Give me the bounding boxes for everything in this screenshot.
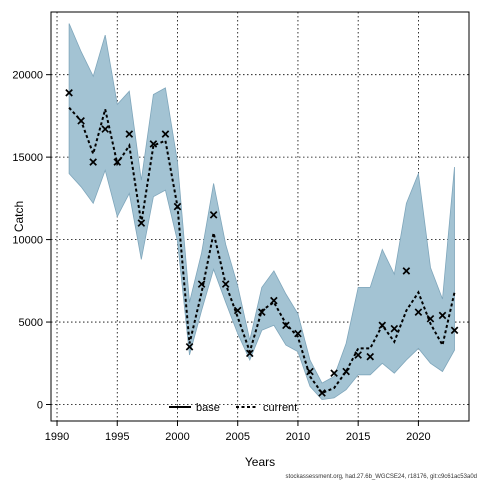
observed-point-stroke [426,314,435,323]
legend-item-current: current [236,402,297,414]
observed-point [438,311,447,320]
observed-point [125,130,134,138]
observed-point-stroke [101,125,110,133]
observed-point-stroke [149,140,158,148]
observed-point-stroke [209,211,218,219]
observed-point-stroke [137,219,146,227]
legend-item-base: base [169,402,220,414]
observed-point [77,117,85,125]
observed-point [65,89,73,97]
x-tick-label: 1990 [45,431,69,443]
y-tick-label: 5000 [19,317,43,329]
legend-label-base: base [196,402,220,414]
y-tick-label: 15000 [12,152,43,164]
observed-point [233,306,242,315]
legend-label-current: current [263,402,297,414]
observed-point-stroke [414,308,423,316]
observed-point-stroke [390,324,399,333]
y-tick-label: 0 [37,400,43,412]
observed-point [450,326,459,335]
y-tick-label: 20000 [12,70,43,82]
grid-lines [51,12,469,421]
observed-points [65,89,459,397]
observed-point [294,329,302,338]
x-tick-label: 2010 [286,431,310,443]
observed-point-stroke [258,308,266,316]
observed-point [245,349,254,358]
observed-point [282,321,290,330]
confidence-band [68,23,455,401]
observed-point [161,130,170,138]
x-tick-label: 2005 [225,431,249,443]
observed-point-stroke [378,321,387,330]
y-axis-title: Catch [12,201,26,232]
observed-point-stroke [318,389,326,397]
observed-point [197,280,206,288]
legend: base current [169,402,297,414]
observed-point-stroke [65,89,73,97]
observed-point-stroke [450,326,459,335]
observed-point [209,211,218,219]
observed-point-stroke [294,329,302,338]
observed-point [330,369,338,377]
observed-point-stroke [161,130,170,138]
observed-point [390,324,399,333]
observed-point-stroke [342,367,350,376]
observed-point [414,308,423,316]
observed-point-stroke [173,202,182,211]
observed-point-stroke [330,369,338,377]
observed-point [113,158,122,166]
x-axis-title: Years [245,455,275,469]
observed-point [342,367,350,376]
observed-point-stroke [125,130,134,138]
observed-point-stroke [77,117,85,125]
observed-point-stroke [233,306,242,315]
observed-point [270,296,278,305]
observed-point-stroke [89,158,97,166]
observed-point-stroke [185,342,194,351]
observed-point-stroke [221,280,230,288]
observed-point [173,202,182,211]
x-tick-label: 1995 [105,431,129,443]
series-lines [68,107,456,395]
observed-point [378,321,387,330]
x-tick-label: 2015 [346,431,370,443]
observed-point-stroke [113,158,122,166]
series-line-current [68,107,456,395]
observed-point-stroke [438,311,447,320]
observed-point [366,352,375,361]
observed-point [101,125,110,133]
observed-point [185,342,194,351]
footer-credit: stockassessment.org, had.27.6b_WGCSE24, … [286,474,477,480]
observed-point [306,367,314,376]
y-tick-label: 10000 [12,235,43,247]
observed-point [354,351,362,359]
observed-point [258,308,266,316]
observed-point [318,389,326,397]
observed-point-stroke [197,280,206,288]
observed-point-stroke [366,352,375,361]
observed-point-stroke [402,267,411,275]
catch-confidence-band [68,23,455,401]
y-axis: 0 5000 10000 15000 20000 [12,70,51,412]
x-axis: 1990 1995 2000 2005 2010 2015 2020 [45,421,431,443]
observed-point [402,267,411,275]
plot-frame [50,11,470,422]
x-tick-label: 2000 [165,431,189,443]
observed-point-stroke [245,349,254,358]
observed-point-stroke [282,321,290,330]
observed-point [149,140,158,148]
observed-point-stroke [354,351,362,359]
observed-point-stroke [306,367,314,376]
observed-point [137,219,146,227]
observed-point [89,158,97,166]
observed-point-stroke [270,296,278,305]
x-tick-label: 2020 [406,431,430,443]
observed-point [426,314,435,323]
observed-point [221,280,230,288]
